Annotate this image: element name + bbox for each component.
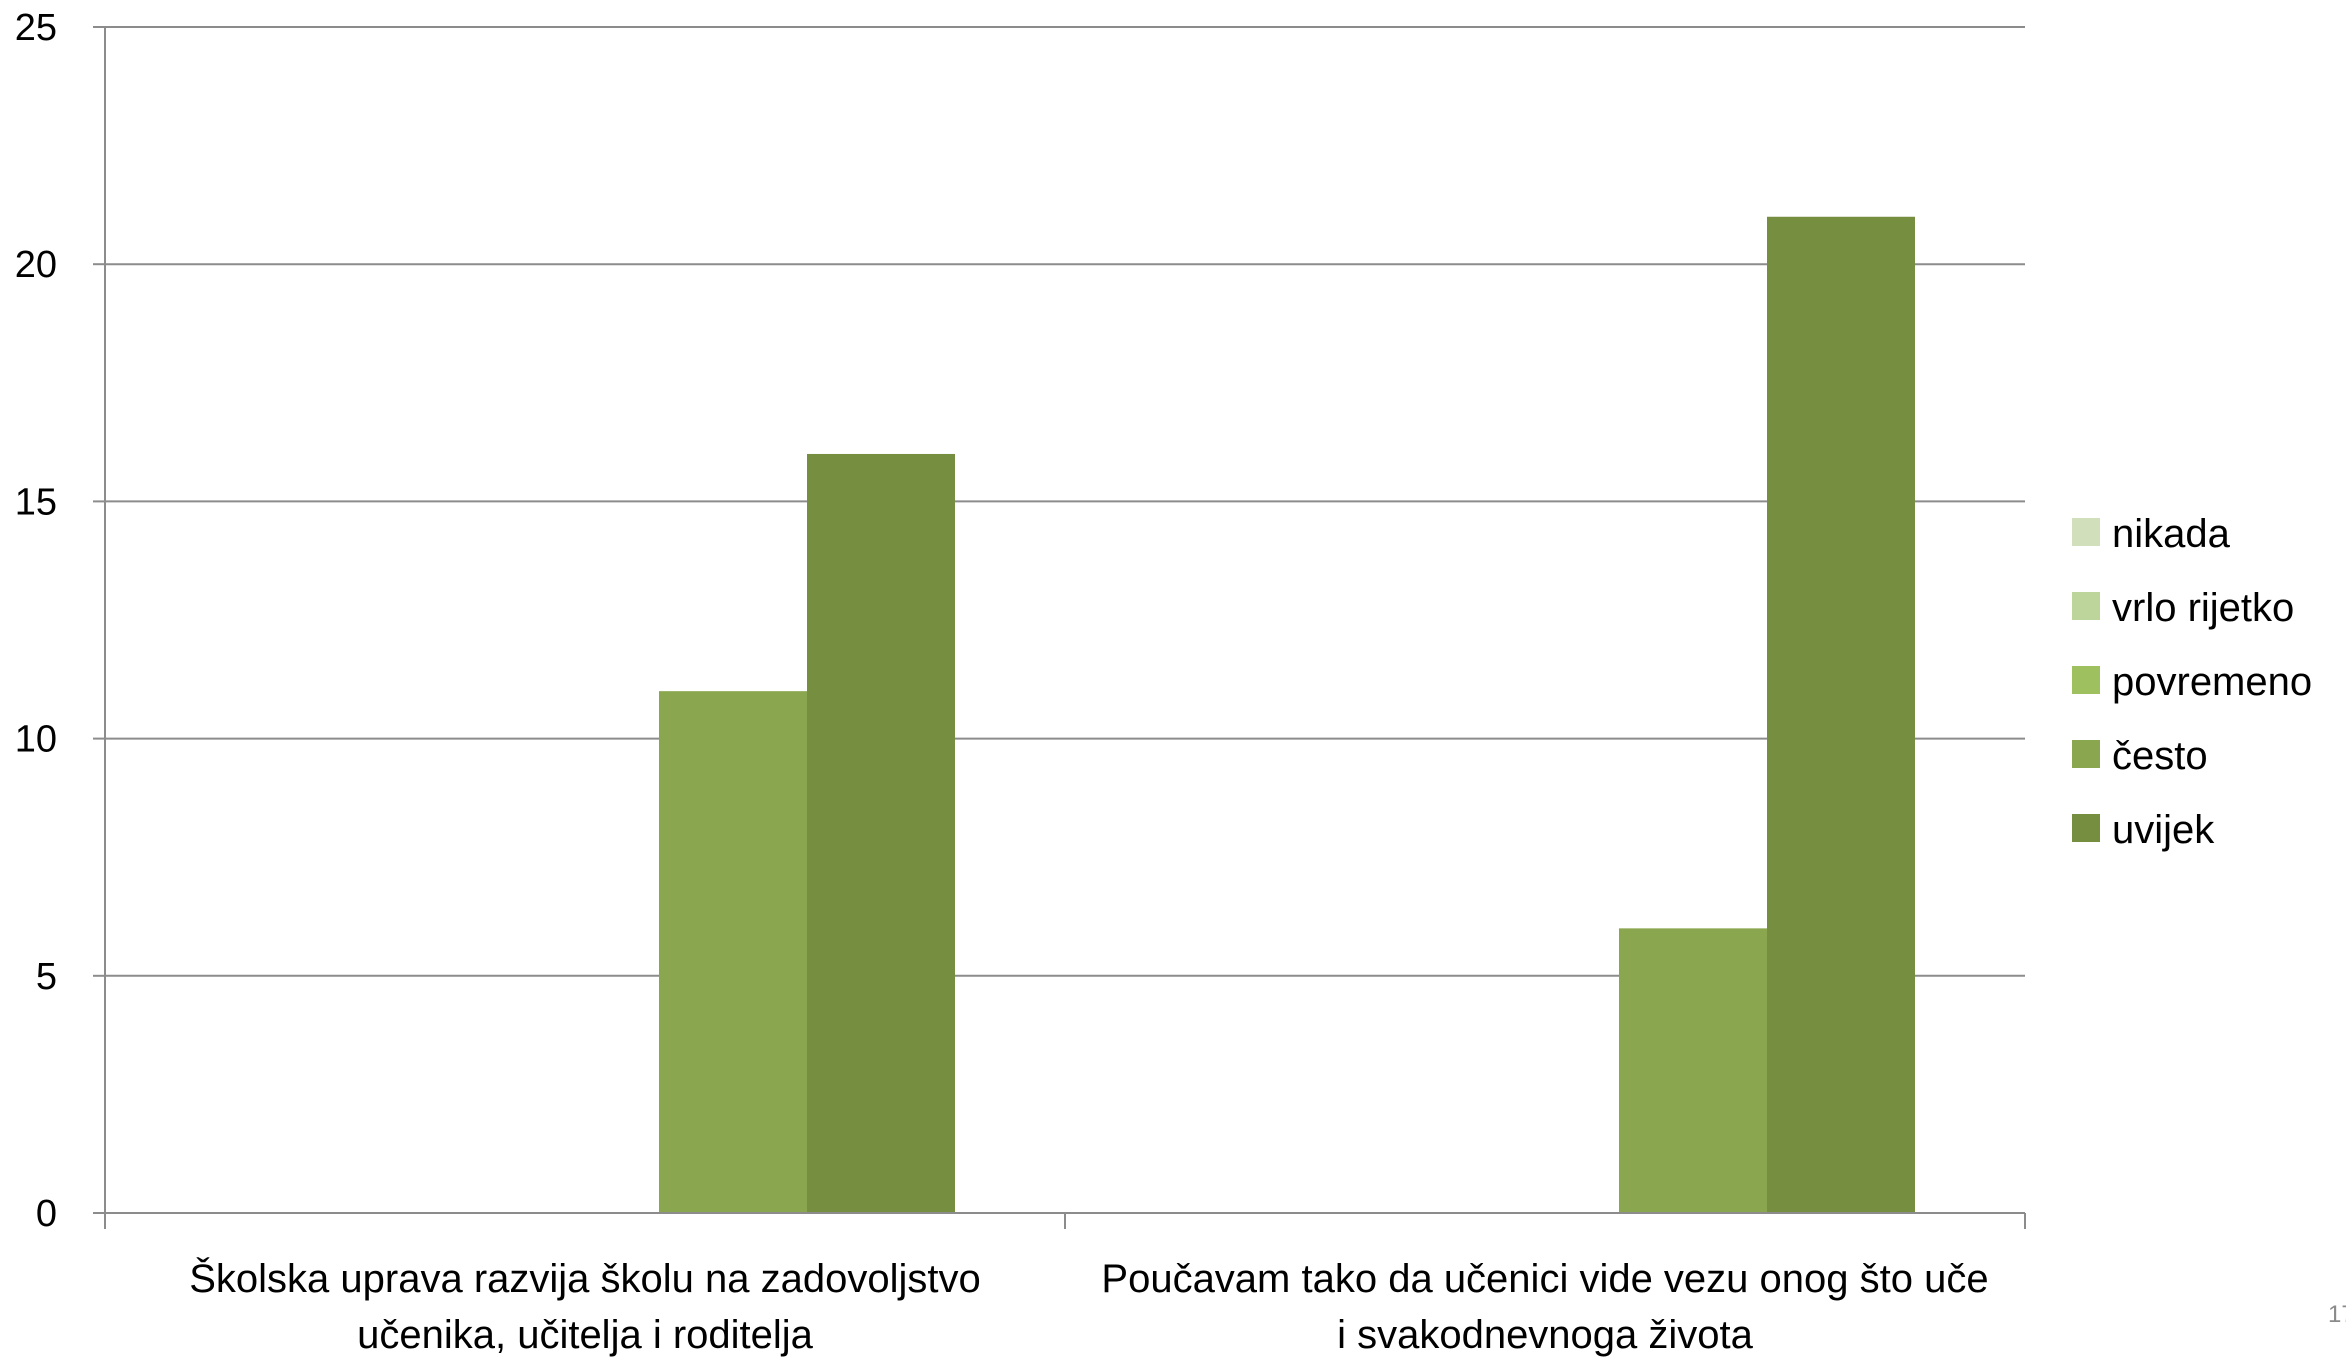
legend-swatch [2072,592,2100,620]
x-category-label: i svakodnevnoga života [1337,1313,1754,1357]
x-category-label: Poučavam tako da učenici vide vezu onog … [1101,1257,1988,1301]
y-axis-ticks: 0 5 10 15 20 25 [15,7,105,1235]
legend-label: uvijek [2112,808,2215,852]
y-tick-label: 10 [15,719,57,761]
legend-label: nikada [2112,512,2231,556]
y-tick-label: 20 [15,244,57,286]
bar-uvijek-1 [807,453,955,1214]
bar-uvijek-2 [1767,216,1915,1213]
x-axis-category-labels: Školska uprava razvija školu na zadovolj… [189,1256,1988,1357]
gridlines [105,26,2025,977]
x-category-label: učenika, učitelja i roditelja [357,1313,814,1357]
y-tick-label: 15 [15,481,57,523]
bar-često-2 [1619,928,1767,1213]
legend-label: često [2112,734,2208,778]
bars [659,216,1915,1214]
bar-često-1 [659,691,807,1213]
y-tick-label: 25 [15,7,57,49]
legend: nikada vrlo rijetko povremeno često uvijek [2072,512,2312,852]
legend-label: vrlo rijetko [2112,586,2294,630]
axes [104,27,2026,1229]
legend-swatch [2072,814,2100,842]
legend-swatch [2072,740,2100,768]
x-category-label: Školska uprava razvija školu na zadovolj… [189,1256,981,1301]
legend-swatch [2072,666,2100,694]
page-number: 17 [2328,1301,2346,1328]
legend-label: povremeno [2112,660,2312,704]
y-tick-label: 5 [36,956,57,998]
y-tick-label: 0 [36,1193,57,1235]
legend-swatch [2072,518,2100,546]
